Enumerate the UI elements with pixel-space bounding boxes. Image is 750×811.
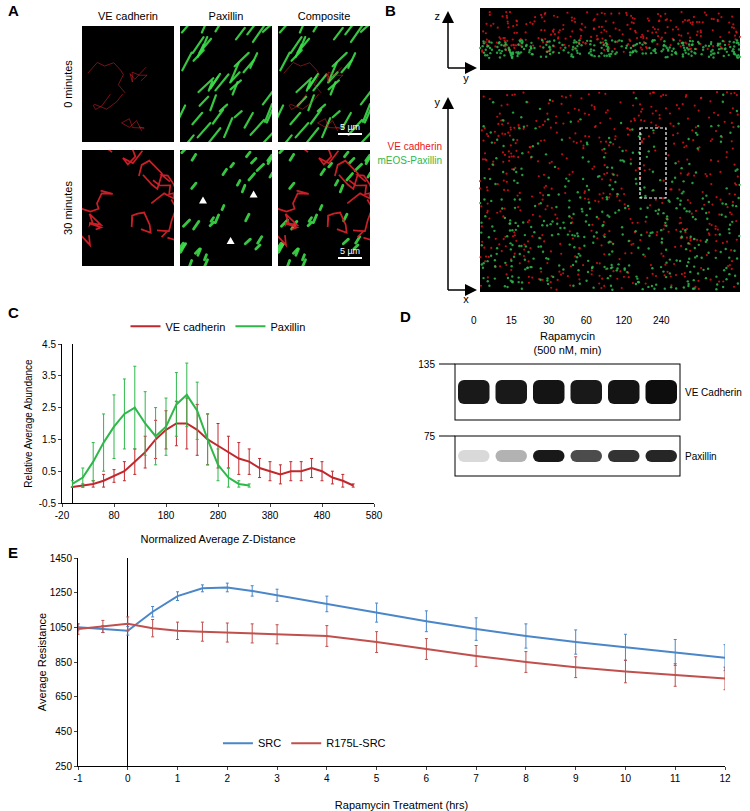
svg-text:E: E [8,544,18,561]
svg-text:VE Cadherin: VE Cadherin [685,387,742,398]
svg-text:580: 580 [366,510,383,521]
svg-text:y: y [463,72,469,84]
svg-text:3.5: 3.5 [42,370,56,381]
svg-text:60: 60 [581,315,593,326]
svg-text:7: 7 [473,773,479,784]
svg-text:4: 4 [324,773,330,784]
svg-text:mEOS-Paxillin: mEOS-Paxillin [378,155,442,166]
svg-text:2: 2 [225,773,231,784]
svg-text:Relative Average Abundance: Relative Average Abundance [23,359,34,488]
svg-text:1.5: 1.5 [42,434,56,445]
svg-text:z: z [435,10,441,22]
svg-text:Normalized Average Z-Distance: Normalized Average Z-Distance [140,533,295,545]
svg-text:0 minutes: 0 minutes [62,60,74,108]
svg-text:8: 8 [523,773,529,784]
svg-text:480: 480 [314,510,331,521]
svg-text:5 µm: 5 µm [340,246,360,256]
svg-text:Composite: Composite [298,10,351,22]
svg-text:Rapamycin Treatment (hrs): Rapamycin Treatment (hrs) [335,799,468,811]
svg-text:1450: 1450 [50,553,73,564]
svg-text:450: 450 [55,726,72,737]
svg-text:Average Resistance: Average Resistance [36,613,48,711]
svg-text:VE cadherin: VE cadherin [388,141,442,152]
svg-text:30: 30 [543,315,555,326]
svg-text:80: 80 [108,510,120,521]
svg-text:850: 850 [55,657,72,668]
svg-text:5 µm: 5 µm [340,122,360,132]
svg-text:1250: 1250 [50,587,73,598]
svg-text:VE cadherin: VE cadherin [166,321,226,333]
svg-text:250: 250 [55,761,72,772]
svg-text:Paxillin: Paxillin [685,451,717,462]
svg-text:Rapamycin: Rapamycin [540,330,595,342]
svg-text:9: 9 [573,773,579,784]
svg-text:6: 6 [424,773,430,784]
svg-text:1050: 1050 [50,622,73,633]
svg-text:0.5: 0.5 [42,466,56,477]
svg-text:x: x [463,293,469,305]
svg-text:VE cadherin: VE cadherin [98,10,158,22]
svg-text:180: 180 [158,510,175,521]
svg-text:(500 nM, min): (500 nM, min) [534,344,602,356]
svg-text:240: 240 [653,315,670,326]
svg-text:380: 380 [262,510,279,521]
svg-text:15: 15 [506,315,518,326]
svg-text:-20: -20 [55,510,70,521]
svg-text:3: 3 [274,773,280,784]
svg-text:D: D [400,308,411,325]
svg-text:SRC: SRC [258,737,281,749]
svg-text:-0.5: -0.5 [39,498,57,509]
svg-text:1: 1 [175,773,181,784]
svg-text:B: B [385,2,396,19]
svg-text:75: 75 [424,431,436,442]
svg-text:4.5: 4.5 [42,339,56,350]
svg-text:0: 0 [125,773,131,784]
svg-text:650: 650 [55,691,72,702]
svg-text:12: 12 [719,773,731,784]
svg-text:5: 5 [374,773,380,784]
svg-text:280: 280 [210,510,227,521]
svg-text:A: A [8,2,19,19]
svg-text:10: 10 [620,773,632,784]
svg-text:30 minutes: 30 minutes [62,181,74,235]
svg-text:11: 11 [670,773,681,784]
svg-text:2.5: 2.5 [42,402,56,413]
svg-text:R175L-SRC: R175L-SRC [326,737,385,749]
svg-text:y: y [435,96,441,108]
svg-text:C: C [8,304,19,321]
svg-text:Paxillin: Paxillin [270,321,305,333]
svg-text:120: 120 [615,315,632,326]
svg-text:135: 135 [418,359,435,370]
svg-text:-1: -1 [74,773,83,784]
svg-text:0: 0 [471,315,477,326]
svg-text:Paxillin: Paxillin [209,10,244,22]
